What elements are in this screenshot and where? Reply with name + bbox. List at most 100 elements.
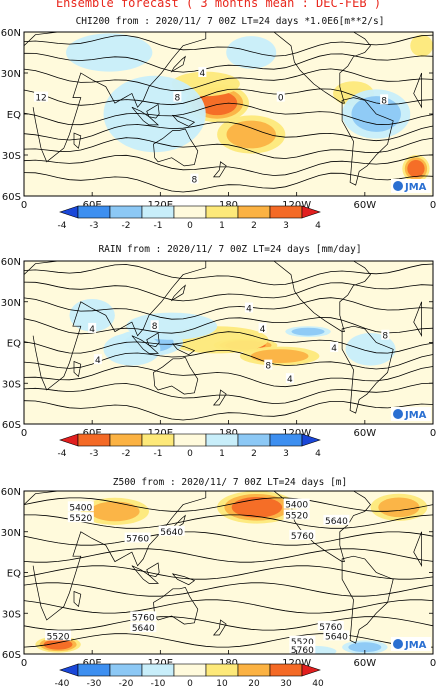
lat-tick-label: 30S	[2, 609, 21, 620]
colorbar-label: 4	[315, 449, 321, 459]
coastline	[171, 343, 196, 356]
contour-line	[24, 88, 433, 106]
lon-tick-label: 180	[219, 200, 238, 211]
coastline	[171, 114, 196, 127]
lat-tick-label: 30S	[2, 151, 21, 162]
logo-text: JMA	[404, 182, 427, 193]
colorbar-label: -20	[119, 679, 134, 689]
anomaly-blob	[407, 160, 425, 178]
contour-label-bg	[190, 173, 199, 184]
anomaly-blob	[291, 327, 325, 336]
contour-label: 8	[381, 96, 387, 106]
colorbar-label: 1	[219, 221, 225, 231]
contour-line	[24, 52, 433, 73]
contour-line	[24, 137, 433, 159]
coastline	[212, 161, 227, 178]
contour-label: 8	[152, 322, 158, 332]
contour-label-bg	[130, 622, 157, 633]
colorbar-label: -4	[58, 221, 67, 231]
contour-label-bg	[380, 94, 389, 105]
contour-label: 8	[382, 332, 388, 342]
lon-tick-label: 60E	[83, 428, 102, 439]
contour-label: 5400	[285, 501, 308, 511]
lat-tick-label: 60S	[2, 420, 21, 431]
contour-line	[24, 317, 433, 335]
contour-line	[24, 514, 433, 529]
contour-line	[24, 582, 433, 597]
contour-line	[24, 531, 433, 546]
jma-logo: JMA	[391, 407, 431, 421]
colorbar-label: -1	[154, 449, 163, 459]
colorbar-arrow-left	[59, 433, 79, 447]
colorbar-segment	[141, 433, 175, 447]
contour-label: 8	[192, 176, 198, 186]
colorbar-label: 30	[280, 679, 292, 689]
contour-line	[24, 350, 433, 370]
anomaly-blob	[250, 349, 309, 363]
contour-label: 5520	[69, 514, 92, 524]
contour-label-bg	[130, 611, 157, 622]
contour-line	[24, 297, 433, 320]
anomaly-blob	[126, 312, 218, 340]
lon-tick-label: 60W	[354, 200, 377, 211]
colorbar-label: -1	[154, 221, 163, 231]
coastline	[24, 491, 422, 621]
coastline	[212, 619, 227, 636]
contour-line	[24, 154, 433, 176]
lon-tick-label: 0	[21, 658, 27, 669]
coastline	[242, 32, 371, 104]
chart-panel-2: RAIN from : 2020/11/ 7 00Z LT=24 days [m…	[1, 244, 436, 459]
contour-label-bg	[173, 91, 182, 102]
contour-line	[24, 497, 433, 512]
anomaly-blob	[410, 34, 433, 57]
colorbar-segment	[109, 663, 143, 677]
contour-label-bg	[381, 329, 390, 340]
colorbar-label: -3	[90, 221, 99, 231]
contour-line	[24, 633, 433, 648]
colorbar-label: -4	[58, 449, 67, 459]
colorbar-segment	[269, 663, 303, 677]
lat-tick-label: EQ	[7, 339, 21, 350]
colorbar-label: 2	[251, 449, 257, 459]
contour-label: 5640	[325, 632, 348, 642]
colorbar-arrow-left	[59, 663, 79, 677]
lon-tick-label: 0	[21, 200, 27, 211]
contour-line	[24, 102, 433, 126]
anomaly-blob	[90, 501, 140, 522]
colorbar-arrow-right	[301, 433, 321, 447]
map-field: 12 4 8 0 8 8	[24, 32, 433, 196]
contour-line	[24, 34, 433, 57]
logo-text: JMA	[404, 410, 427, 421]
colorbar-segment	[269, 433, 303, 447]
page-title: Ensemble forecast ( 3 months mean : DEC-…	[55, 0, 382, 10]
colorbar-segment	[269, 205, 303, 219]
contour-label: 12	[35, 94, 46, 104]
colorbar-arrow-right	[301, 663, 321, 677]
contour-label-bg	[289, 643, 316, 654]
lon-tick-label: 120W	[282, 658, 311, 669]
contour-label: 8	[175, 94, 181, 104]
lon-tick-label: 60W	[354, 658, 377, 669]
anomaly-blob	[103, 332, 161, 366]
chart-title: CHI200 from : 2020/11/ 7 00Z LT=24 days …	[76, 16, 385, 27]
contour-label: 5400	[69, 503, 92, 513]
lat-tick-label: EQ	[7, 569, 21, 580]
colorbar-label: 0	[187, 221, 193, 231]
contour-label: 5520	[291, 638, 314, 648]
colorbar-label: -10	[151, 679, 166, 689]
colorbar-segment	[109, 433, 143, 447]
colorbar-segment	[77, 433, 111, 447]
colorbar-segment	[77, 663, 111, 677]
contour-label-bg	[93, 354, 102, 365]
lon-tick-label: 120E	[148, 428, 173, 439]
contour-label-bg	[323, 514, 350, 525]
colorbar-segment	[205, 205, 239, 219]
contour-label: 4	[287, 375, 293, 385]
coastline	[24, 32, 422, 163]
anomaly-blob	[378, 497, 420, 518]
colorbar-segment	[77, 205, 111, 219]
lat-tick-label: 60S	[2, 192, 21, 203]
coastline	[170, 284, 186, 302]
lon-tick-label: 120W	[282, 200, 311, 211]
